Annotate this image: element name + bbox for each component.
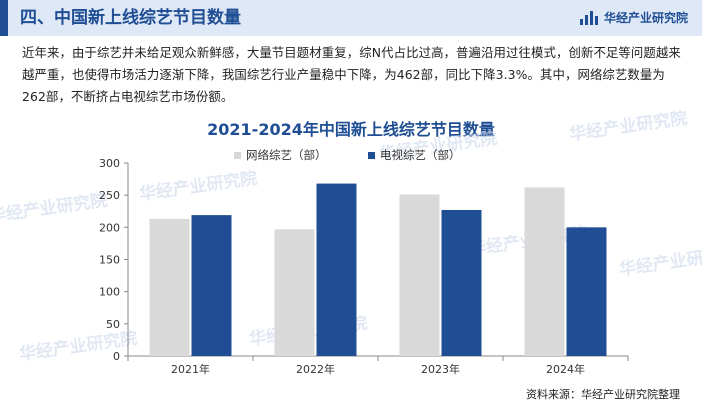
chart-legend: 网络综艺（部） 电视综艺（部） bbox=[234, 148, 461, 162]
bar-network bbox=[149, 218, 190, 356]
y-tick-label: 0 bbox=[113, 350, 120, 363]
legend-label-network: 网络综艺（部） bbox=[246, 148, 327, 162]
brand-logo-icon bbox=[579, 10, 598, 25]
x-tick-label: 2024年 bbox=[546, 362, 585, 376]
y-tick-label: 50 bbox=[106, 318, 120, 331]
legend-label-tv: 电视综艺（部） bbox=[380, 148, 461, 162]
bar-tv bbox=[441, 209, 482, 356]
intro-paragraph: 近年来，由于综艺并未给足观众新鲜感，大量节目题材重复，综N代占比过高，普遍沿用过… bbox=[22, 45, 681, 104]
watermark-text: 华经产业研究院 bbox=[618, 243, 702, 280]
legend-swatch-network bbox=[234, 152, 241, 159]
chart-axes: 0 50 100 150 200 250 300 2021年 2022年 2023年 2024年 bbox=[99, 157, 629, 376]
source-note: 资料来源：华经产业研究院整理 bbox=[526, 388, 680, 401]
y-tick-label: 150 bbox=[99, 254, 120, 267]
x-tick-label: 2021年 bbox=[171, 362, 210, 376]
legend-swatch-tv bbox=[368, 152, 375, 159]
header-accent bbox=[0, 0, 8, 36]
brand-name: 华经产业研究院 bbox=[603, 11, 688, 25]
watermark-text: 华经产业研究院 bbox=[138, 168, 259, 205]
y-tick-label: 100 bbox=[99, 286, 120, 299]
watermark-text: 华经产业研究院 bbox=[0, 190, 109, 227]
bar-tv bbox=[316, 183, 357, 356]
watermark-text: 华经产业研究院 bbox=[568, 108, 689, 145]
chart-title: 2021-2024年中国新上线综艺节目数量 bbox=[207, 120, 495, 139]
y-tick-label: 300 bbox=[99, 157, 120, 170]
page-title: 四、中国新上线综艺节目数量 bbox=[20, 8, 241, 28]
chart-bars bbox=[149, 183, 607, 356]
y-tick-label: 250 bbox=[99, 189, 120, 202]
bar-network bbox=[274, 229, 315, 356]
bar-tv bbox=[566, 227, 607, 356]
watermark-text: 华经产业研究院 bbox=[18, 328, 139, 365]
x-tick-label: 2022年 bbox=[296, 362, 335, 376]
bar-tv bbox=[191, 215, 232, 356]
y-tick-label: 200 bbox=[99, 221, 120, 234]
brand: 华经产业研究院 bbox=[579, 9, 688, 26]
bar-network bbox=[399, 194, 440, 356]
bar-network bbox=[524, 187, 565, 356]
x-tick-label: 2023年 bbox=[421, 362, 460, 376]
